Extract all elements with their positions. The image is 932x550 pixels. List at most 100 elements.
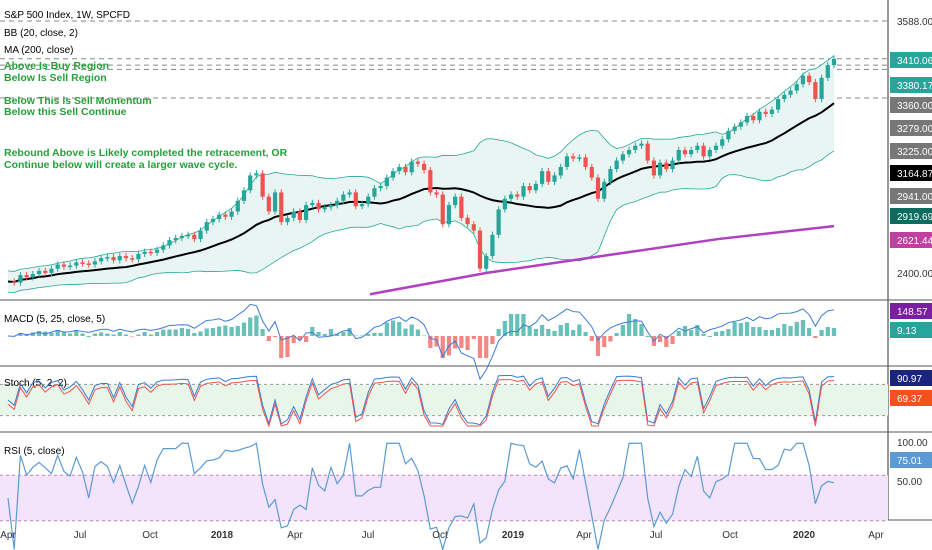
candle-body [192, 234, 197, 240]
candle-body [732, 126, 737, 131]
ma200-line [369, 224, 835, 296]
annotation-text: Above Is Buy Region [4, 60, 109, 72]
macd-histogram-bar [701, 334, 706, 336]
price-axis-label: 3380.17 [897, 81, 932, 92]
macd-histogram-bar [179, 328, 184, 336]
price-axis-badge [890, 120, 932, 136]
macd-value-badge [890, 303, 932, 319]
candle-body [633, 145, 638, 150]
macd-histogram-bar [589, 336, 594, 341]
candle-body [316, 203, 321, 210]
chart-title: S&P 500 Index, 1W, SPCFD [4, 10, 130, 21]
annotation-text: Below Is Sell Region [4, 72, 107, 84]
macd-histogram-bar [241, 322, 247, 336]
stoch-d-label: 69.37 [897, 394, 922, 405]
macd-histogram-bar [626, 314, 632, 336]
candle-body [173, 238, 178, 241]
rsi-axis-label-50: 50.00 [897, 477, 922, 488]
candle-body [558, 166, 563, 176]
macd-histogram-bar [707, 336, 712, 337]
ma20-line [7, 102, 835, 284]
macd-histogram-bar [61, 332, 66, 336]
macd-histogram-bar [813, 336, 818, 338]
macd-histogram-bar [366, 334, 371, 336]
macd-histogram-bar [266, 336, 271, 341]
price-axis-badge [890, 208, 932, 224]
time-axis-label: Apr [287, 530, 303, 541]
stoch-title: Stoch (5, 2, 2) [4, 378, 67, 389]
price-axis-label: 2621.44 [897, 236, 932, 247]
macd-histogram-bar [645, 336, 650, 337]
candle-body [658, 162, 663, 176]
macd-histogram-bar [49, 333, 54, 336]
candle-body [260, 173, 265, 197]
candle-body [670, 160, 675, 170]
candle-body [229, 211, 234, 217]
macd-histogram-bar [297, 336, 302, 340]
candle-body [564, 156, 570, 167]
macd-histogram-bar [583, 332, 588, 336]
candle-body [602, 181, 607, 199]
stoch-d-badge [890, 390, 932, 406]
price-axis-badge [890, 77, 932, 93]
candle-body [440, 194, 445, 225]
macd-histogram-bar [186, 329, 191, 336]
candle-body [142, 251, 147, 254]
macd-signal-label: 9.13 [897, 326, 917, 337]
candle-body [235, 200, 240, 212]
candle-body [285, 217, 290, 223]
time-axis-label: Jul [650, 530, 663, 541]
macd-histogram-bar [397, 322, 402, 336]
candle-body [589, 166, 594, 178]
rsi-band [0, 475, 888, 521]
macd-histogram-bar [620, 325, 625, 336]
macd-histogram-bar [664, 336, 669, 347]
stoch-k-label: 90.97 [897, 374, 922, 385]
candle-body [422, 163, 427, 171]
macd-histogram-bar [254, 315, 259, 336]
bollinger-upper-line [7, 55, 835, 272]
macd-histogram-bar [713, 332, 719, 336]
candle-body [359, 204, 365, 207]
rsi-value-label: 75.01 [897, 456, 922, 467]
candle-body [707, 149, 712, 157]
time-axis-label: Oct [722, 530, 738, 541]
macd-histogram-bar [55, 330, 60, 336]
bollinger-band-fill [8, 55, 834, 293]
candle-body [154, 249, 160, 253]
rsi-axis-label-100: 100.00 [897, 438, 928, 449]
macd-histogram-bar [428, 336, 433, 348]
macd-histogram-bar [223, 325, 228, 336]
macd-histogram-bar [595, 336, 601, 356]
macd-histogram-bar [720, 331, 725, 336]
macd-histogram-bar [335, 334, 340, 336]
candle-body [378, 186, 383, 189]
candle-body [49, 268, 54, 273]
time-axis-label: Apr [868, 530, 884, 541]
price-axis-label: 2941.00 [897, 192, 932, 203]
candle-body [446, 205, 452, 225]
macd-histogram-bar [123, 334, 129, 336]
candle-body [36, 270, 42, 275]
candle-body [248, 175, 253, 191]
candle-body [546, 171, 551, 182]
candle-body [266, 196, 271, 212]
macd-histogram-bar [378, 333, 383, 336]
macd-histogram-bar [80, 333, 85, 336]
candle-body [384, 177, 389, 187]
stoch-k-badge [890, 370, 932, 386]
macd-histogram-bar [726, 329, 731, 336]
candle-body [372, 188, 377, 197]
macd-histogram-bar [310, 327, 315, 336]
macd-histogram-bar [341, 332, 346, 336]
candle-body [502, 198, 507, 210]
candle-body [484, 256, 489, 269]
candle-body [508, 194, 514, 199]
price-axis-label: 2919.69 [897, 212, 932, 223]
candle-body [453, 196, 458, 206]
candle-body [322, 207, 327, 210]
macd-histogram-bar [807, 328, 812, 336]
candle-body [55, 264, 60, 269]
macd-histogram-bar [453, 336, 458, 349]
macd-histogram-bar [533, 329, 538, 336]
